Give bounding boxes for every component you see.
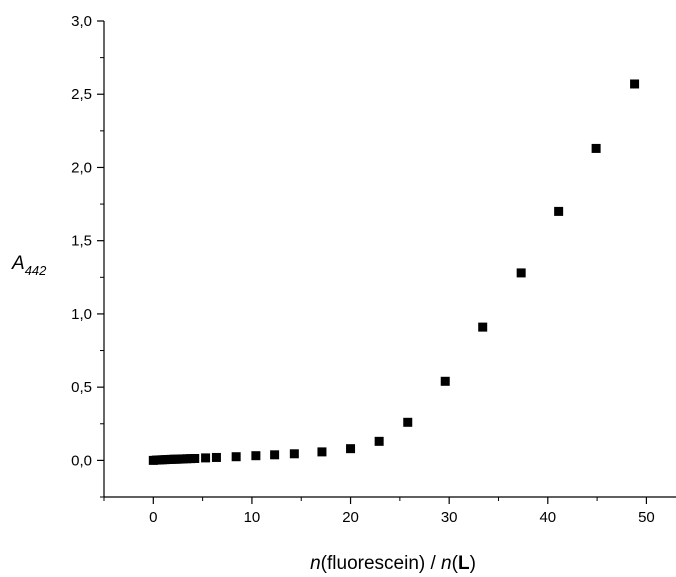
data-point — [231, 452, 241, 462]
data-point — [346, 444, 356, 454]
data-points — [148, 79, 640, 465]
data-point — [516, 268, 526, 278]
data-point — [289, 449, 299, 459]
x-axis-label: n(fluorescein) / n(L) — [310, 553, 476, 574]
data-point — [270, 450, 280, 460]
data-point — [190, 453, 200, 463]
data-point — [478, 322, 488, 332]
data-point — [317, 447, 327, 457]
y-tick-label: 0,5 — [71, 379, 92, 396]
x-tick-label: 50 — [638, 509, 655, 526]
data-point — [630, 79, 640, 89]
data-point — [251, 451, 261, 461]
y-tick-label: 1,0 — [71, 306, 92, 323]
data-point — [403, 417, 413, 427]
x-tick-label: 10 — [244, 509, 261, 526]
axis-labels: n(fluorescein) / n(L) A442 — [11, 253, 476, 574]
x-tick-label: 20 — [342, 509, 359, 526]
y-tick-label: 0,0 — [71, 452, 92, 469]
y-tick-label: 2,0 — [71, 159, 92, 176]
x-tick-label: 30 — [441, 509, 458, 526]
y-tick-label: 2,5 — [71, 86, 92, 103]
data-point — [591, 143, 601, 153]
axes: 0 10 20 30 40 50 0,0 0,5 1,0 1,5 2,0 2,5 3,0 — [71, 13, 676, 526]
data-point — [201, 453, 211, 463]
y-tick-label: 3,0 — [71, 13, 92, 30]
y-tick-label: 1,5 — [71, 233, 92, 250]
data-point — [554, 206, 564, 216]
y-axis-label: A442 — [11, 253, 47, 278]
x-tick-label: 0 — [149, 509, 157, 526]
x-tick-label: 40 — [539, 509, 556, 526]
data-point — [211, 452, 221, 462]
data-point — [374, 436, 384, 446]
data-point — [440, 376, 450, 386]
